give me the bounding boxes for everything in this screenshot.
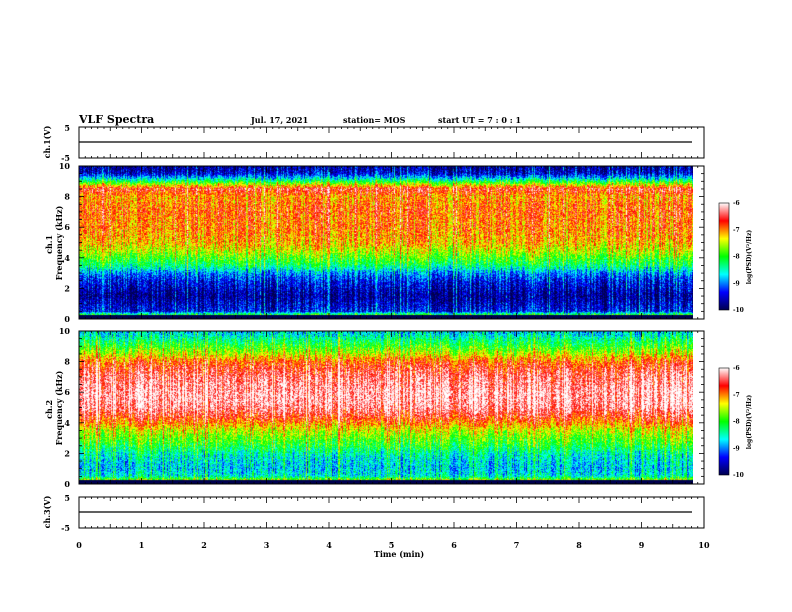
figure-title: VLF Spectra xyxy=(78,113,154,126)
xtick-label: 2 xyxy=(201,540,207,550)
colorbar-tick-label: -6 xyxy=(733,200,740,207)
xtick-label: 7 xyxy=(514,540,520,550)
colorbar-gradient xyxy=(718,202,730,311)
x-axis: 0 1 2 3 4 5 6 7 8 9 10 Time (min) xyxy=(76,540,710,559)
colorbar-tick-label: -7 xyxy=(733,392,740,399)
spectrogram-image-ch2 xyxy=(79,331,693,484)
xtick-label: 8 xyxy=(576,540,582,550)
xtick-label: 3 xyxy=(264,540,270,550)
xtick-label: 10 xyxy=(698,540,710,550)
waveform-ticks-ch1 xyxy=(78,127,705,158)
ytick-label: 10 xyxy=(59,161,71,171)
colorbar-tick-label: -10 xyxy=(733,307,744,314)
ytick-label: -5 xyxy=(61,153,70,163)
waveform-panel-ch1: 5 -5 ch.1(V) xyxy=(42,123,705,163)
waveform-ticks-ch3 xyxy=(78,497,705,528)
ytick-label: 2 xyxy=(64,448,70,458)
ytick-label: 5 xyxy=(64,123,70,133)
ytick-label: 0 xyxy=(64,314,70,324)
colorbar-ch1: -6 -7 -8 -9 -10 log(PSD)(V²/Hz) xyxy=(718,200,753,314)
spectrogram-ticks-ch1 xyxy=(78,165,705,320)
ytick-label: 2 xyxy=(64,283,70,293)
colorbar-tick-label: -8 xyxy=(733,254,740,261)
waveform-ylabel-ch1: ch.1(V) xyxy=(42,125,52,158)
waveform-panel-ch3: 5 -5 ch.3(V) xyxy=(42,493,705,533)
station-label: station= MOS xyxy=(343,115,406,125)
colorbar-tick-label: -10 xyxy=(733,472,744,479)
colorbar-tick-label: -9 xyxy=(733,445,740,452)
spectrogram-panel-ch2: 0 2 4 6 8 10 ch.2 Frequency (kHz) xyxy=(44,326,705,489)
colorbar-label-ch2: log(PSD)(V²/Hz) xyxy=(746,395,753,450)
start-time-label: start UT = 7 : 0 : 1 xyxy=(438,115,521,125)
ytick-label: 8 xyxy=(64,357,70,367)
ytick-label: 4 xyxy=(64,418,70,428)
spectrogram-ylabel-ch1: ch.1 Frequency (kHz) xyxy=(44,205,64,280)
ytick-label: 8 xyxy=(64,192,70,202)
colorbar-ch2: -6 -7 -8 -9 -10 log(PSD)(V²/Hz) xyxy=(718,365,753,479)
ytick-label: 0 xyxy=(64,479,70,489)
ytick-label: 6 xyxy=(64,387,70,397)
colorbar-label-ch1: log(PSD)(V²/Hz) xyxy=(746,230,753,285)
colorbar-ticklabels-ch2: -6 -7 -8 -9 -10 xyxy=(733,365,744,479)
xtick-label: 6 xyxy=(451,540,457,550)
date-label: Jul. 17, 2021 xyxy=(250,115,308,125)
spectrogram-yticklabels-ch1: 0 2 4 6 8 10 xyxy=(59,161,71,324)
xtick-label: 0 xyxy=(76,540,82,550)
ytick-label: -5 xyxy=(61,523,70,533)
ylabel-quantity: Frequency (kHz) xyxy=(54,205,64,280)
ytick-label: 5 xyxy=(64,493,70,503)
waveform-ylabel-ch3: ch.3(V) xyxy=(42,495,52,528)
colorbar-tick-label: -7 xyxy=(733,227,740,234)
spectrogram-yticklabels-ch2: 0 2 4 6 8 10 xyxy=(59,326,71,489)
x-axis-label: Time (min) xyxy=(374,549,424,559)
spectrogram-ylabel-ch2: ch.2 Frequency (kHz) xyxy=(44,370,64,445)
xtick-label: 1 xyxy=(139,540,145,550)
colorbar-tick-label: -8 xyxy=(733,419,740,426)
colorbar-tick-label: -6 xyxy=(733,365,740,372)
ylabel-channel: ch.1 xyxy=(44,235,54,254)
spectrogram-ticks-ch2 xyxy=(78,330,705,485)
ytick-label: 6 xyxy=(64,222,70,232)
colorbar-ticklabels-ch1: -6 -7 -8 -9 -10 xyxy=(733,200,744,314)
ylabel-channel: ch.2 xyxy=(44,400,54,419)
ytick-label: 10 xyxy=(59,326,71,336)
spectrogram-panel-ch1: 0 2 4 6 8 10 ch.1 Frequency (kHz) xyxy=(44,161,705,324)
ytick-label: 4 xyxy=(64,253,70,263)
colorbar-tick-label: -9 xyxy=(733,280,740,287)
xtick-label: 4 xyxy=(326,540,332,550)
xtick-label: 9 xyxy=(639,540,645,550)
spectrogram-image-ch1 xyxy=(79,166,693,319)
colorbar-gradient xyxy=(718,367,730,476)
ylabel-quantity: Frequency (kHz) xyxy=(54,370,64,445)
xtick-label: 5 xyxy=(389,540,395,550)
xtick-labels: 0 1 2 3 4 5 6 7 8 9 10 xyxy=(76,540,710,550)
